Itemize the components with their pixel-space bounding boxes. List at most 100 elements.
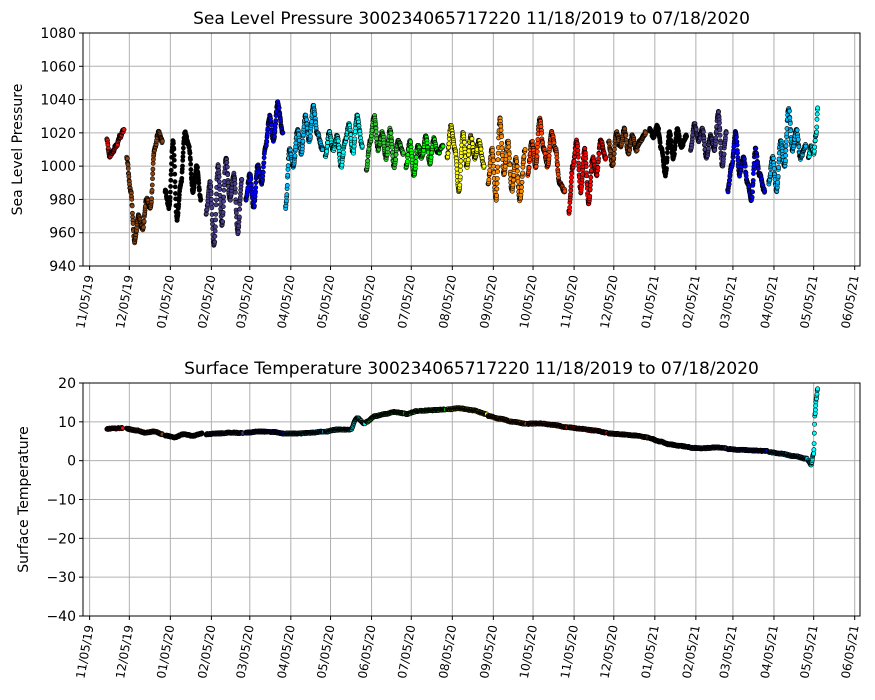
x-tick-label: 04/05/21 bbox=[758, 624, 781, 680]
x-tick-label: 01/05/21 bbox=[639, 624, 662, 680]
x-tick-label: 04/05/20 bbox=[275, 274, 298, 330]
data-point bbox=[571, 158, 577, 164]
data-series bbox=[322, 415, 368, 435]
data-point bbox=[199, 431, 205, 436]
data-point bbox=[180, 154, 186, 160]
data-point bbox=[783, 139, 789, 145]
data-point bbox=[495, 169, 500, 174]
data-point bbox=[213, 217, 218, 223]
data-point bbox=[587, 193, 593, 199]
data-point bbox=[340, 149, 346, 155]
x-tick-label: 12/05/19 bbox=[113, 274, 136, 330]
data-point bbox=[664, 155, 670, 161]
data-point bbox=[175, 210, 181, 216]
data-point bbox=[172, 179, 178, 185]
data-point bbox=[768, 171, 773, 176]
data-point bbox=[335, 138, 341, 144]
data-point bbox=[783, 158, 788, 163]
data-point bbox=[546, 153, 552, 159]
data-point bbox=[518, 188, 524, 194]
x-tick-label: 05/05/21 bbox=[797, 624, 820, 680]
data-series bbox=[104, 425, 126, 432]
x-tick-label: 03/05/21 bbox=[717, 274, 740, 330]
data-series bbox=[525, 420, 570, 431]
data-point bbox=[814, 111, 820, 117]
data-series bbox=[725, 129, 768, 204]
data-point bbox=[588, 179, 594, 185]
data-point bbox=[723, 130, 729, 136]
data-point bbox=[787, 108, 792, 114]
x-tick-label: 11/05/19 bbox=[73, 274, 96, 330]
data-point bbox=[149, 187, 155, 193]
data-point bbox=[595, 165, 601, 171]
x-tick-label: 01/05/21 bbox=[639, 274, 662, 330]
data-point bbox=[208, 184, 214, 190]
data-point bbox=[212, 239, 218, 245]
data-point bbox=[276, 105, 282, 111]
data-point bbox=[208, 196, 214, 202]
data-point bbox=[220, 219, 226, 225]
y-tick-label: 1040 bbox=[40, 93, 76, 109]
data-point bbox=[221, 194, 227, 200]
data-point bbox=[192, 180, 198, 185]
data-point bbox=[610, 161, 616, 167]
data-point bbox=[393, 152, 399, 157]
x-tick-label: 06/05/21 bbox=[839, 274, 862, 330]
data-point bbox=[188, 171, 194, 177]
data-point bbox=[208, 191, 214, 197]
data-point bbox=[365, 158, 371, 164]
data-point bbox=[186, 144, 192, 150]
data-point bbox=[672, 151, 677, 157]
data-point bbox=[814, 129, 819, 135]
data-point bbox=[520, 164, 526, 170]
data-series bbox=[444, 123, 487, 195]
data-point bbox=[656, 126, 661, 132]
data-point bbox=[507, 162, 513, 168]
data-point bbox=[253, 180, 259, 185]
data-point bbox=[212, 224, 218, 230]
data-point bbox=[575, 154, 581, 160]
data-point bbox=[284, 182, 290, 188]
data-series bbox=[283, 102, 325, 211]
data-point bbox=[486, 177, 492, 183]
x-tick-label: 12/05/20 bbox=[598, 274, 621, 330]
data-point bbox=[284, 192, 290, 198]
data-point bbox=[527, 157, 533, 162]
data-point bbox=[413, 154, 419, 160]
x-tick-label: 08/05/20 bbox=[436, 624, 459, 680]
y-tick-label: −40 bbox=[46, 609, 76, 625]
data-point bbox=[253, 185, 259, 190]
data-point bbox=[195, 164, 200, 170]
y-tick-label: 980 bbox=[49, 192, 76, 208]
data-point bbox=[261, 160, 267, 166]
data-point bbox=[575, 147, 581, 153]
x-tick-label: 05/05/21 bbox=[797, 274, 820, 330]
data-point bbox=[554, 155, 560, 161]
data-point bbox=[668, 139, 674, 145]
data-point bbox=[264, 139, 270, 145]
x-tick-label: 12/05/19 bbox=[113, 624, 136, 680]
data-point bbox=[171, 157, 177, 163]
data-point bbox=[498, 127, 504, 133]
data-point bbox=[713, 135, 719, 141]
data-point bbox=[784, 131, 790, 137]
data-point bbox=[481, 163, 487, 169]
plot-frame bbox=[82, 32, 861, 267]
x-tick-label: 11/05/20 bbox=[558, 274, 581, 330]
data-point bbox=[466, 148, 472, 154]
x-tick-label: 01/05/20 bbox=[154, 274, 177, 330]
data-point bbox=[643, 130, 648, 136]
y-tick-label: −20 bbox=[46, 531, 76, 547]
data-point bbox=[702, 142, 708, 148]
data-point bbox=[237, 206, 243, 212]
data-point bbox=[730, 159, 736, 164]
data-point bbox=[121, 127, 127, 132]
data-point bbox=[261, 155, 267, 161]
data-point bbox=[149, 182, 155, 188]
data-point bbox=[506, 151, 512, 157]
data-point bbox=[716, 109, 721, 115]
data-point bbox=[539, 130, 545, 136]
y-tick-label: −10 bbox=[46, 493, 76, 509]
data-point bbox=[717, 120, 722, 126]
data-point bbox=[172, 184, 178, 190]
